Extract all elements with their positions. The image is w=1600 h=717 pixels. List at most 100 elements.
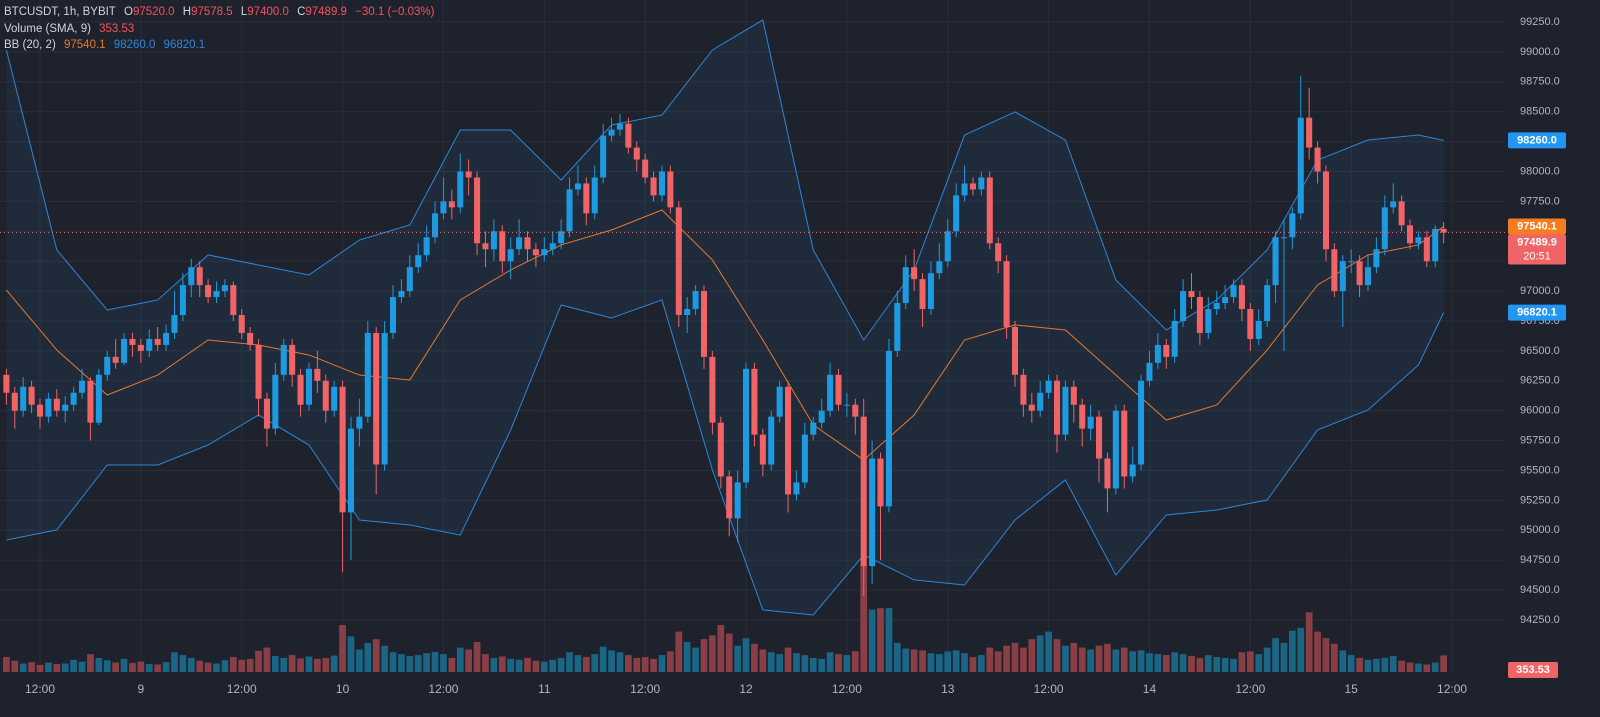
candle-body xyxy=(1415,237,1422,244)
candle-body xyxy=(734,482,741,519)
candle-body xyxy=(104,356,111,375)
volume-bar xyxy=(187,657,195,672)
volume-bar xyxy=(1213,656,1221,672)
volume-bar xyxy=(557,657,565,672)
volume-bar xyxy=(45,662,52,672)
candle-body xyxy=(524,237,531,250)
volume-bar xyxy=(1196,657,1204,672)
candle-body xyxy=(953,195,960,232)
volume-bar xyxy=(229,656,237,672)
candle-body xyxy=(1037,392,1044,411)
volume-bar xyxy=(129,663,136,672)
volume-bar xyxy=(120,658,128,672)
legend: BTCUSDT, 1h, BYBIT O97520.0 H97578.5 L97… xyxy=(4,4,439,54)
x-tick-label: 12:00 xyxy=(25,682,55,696)
volume-bar xyxy=(633,657,641,672)
y-tick-label: 94250.0 xyxy=(1520,614,1560,626)
price-label: 98260.0 xyxy=(1517,134,1557,146)
ohlc-key: O xyxy=(124,6,133,18)
candle-body xyxy=(793,482,800,495)
candle-body xyxy=(1373,249,1380,268)
candle-body xyxy=(490,231,497,250)
volume-bar xyxy=(490,657,498,672)
candle-body xyxy=(1432,228,1439,262)
candle-body xyxy=(230,285,237,316)
candle-body xyxy=(1045,380,1052,393)
volume-bar xyxy=(280,657,288,672)
volume-bar xyxy=(95,657,103,672)
candle-body xyxy=(507,249,514,262)
bb-lower-value: 96820.1 xyxy=(163,39,206,51)
bb-row: BB (20, 2) 97540.1 98260.0 96820.1 xyxy=(4,37,439,54)
volume-bar xyxy=(1406,662,1414,672)
candle-body xyxy=(331,386,338,411)
x-tick-label: 9 xyxy=(138,682,145,696)
volume-bar xyxy=(944,651,952,672)
candle-body xyxy=(1070,386,1077,405)
volume-bar xyxy=(288,655,296,672)
candle-body xyxy=(1255,320,1262,339)
volume-bar xyxy=(851,651,859,672)
candle-body xyxy=(558,231,565,244)
candle-body xyxy=(1196,297,1203,333)
candle-body xyxy=(154,338,161,345)
volume-bar xyxy=(725,633,733,672)
volume-bar xyxy=(347,636,355,672)
candle-body xyxy=(112,356,119,363)
volume-bar xyxy=(1272,638,1279,672)
volume-bar xyxy=(1389,656,1397,672)
candle-body xyxy=(1272,237,1279,286)
candle-body xyxy=(247,332,254,345)
volume-bar xyxy=(1120,647,1128,672)
volume-bar xyxy=(322,657,330,672)
volume-bar xyxy=(927,653,935,672)
volume-bar xyxy=(1263,647,1271,672)
candle-body xyxy=(1423,237,1430,262)
candle-body xyxy=(969,183,976,190)
candle-body xyxy=(347,428,355,513)
candle-body xyxy=(1331,249,1338,292)
x-tick-label: 12:00 xyxy=(1235,682,1265,696)
candle-body xyxy=(28,386,35,405)
volume-bar xyxy=(515,659,523,672)
volume-bar xyxy=(524,657,531,672)
countdown: 20:51 xyxy=(1523,250,1551,262)
volume-bar xyxy=(196,660,204,672)
price-label: 97489.9 xyxy=(1517,236,1557,248)
y-tick-label: 98500.0 xyxy=(1520,106,1560,118)
candle-body xyxy=(1112,410,1119,489)
volume-bar xyxy=(179,655,187,672)
volume-bar xyxy=(641,656,649,672)
band-fill xyxy=(6,19,1444,615)
volume-bar xyxy=(1112,649,1120,672)
volume-bar xyxy=(238,659,246,672)
volume-bar xyxy=(910,649,918,672)
candle-body xyxy=(339,386,346,513)
candle-body xyxy=(885,350,892,507)
y-tick-label: 94750.0 xyxy=(1520,554,1560,566)
volume-label: Volume (SMA, 9) xyxy=(4,22,91,35)
candle-body xyxy=(121,338,128,363)
volume-bar xyxy=(574,655,582,672)
volume-bar xyxy=(540,661,548,672)
x-tick-label: 12:00 xyxy=(227,682,257,696)
x-tick-label: 12:00 xyxy=(428,682,458,696)
volume-bar xyxy=(1154,654,1162,672)
volume-bar xyxy=(1230,658,1237,672)
candle-body xyxy=(465,171,472,178)
volume-bar xyxy=(1364,659,1372,672)
candle-body xyxy=(255,344,262,399)
volume-bar xyxy=(1204,655,1212,672)
volume-bar xyxy=(986,647,994,672)
candle-body xyxy=(263,398,270,429)
candle-body xyxy=(1146,362,1153,381)
volume-bar xyxy=(1003,645,1010,672)
x-tick-label: 15 xyxy=(1345,682,1359,696)
volume-bar xyxy=(776,654,784,672)
candle-body xyxy=(995,243,1002,262)
volume-bar xyxy=(793,653,800,672)
candle-body xyxy=(70,392,77,405)
volume-bar xyxy=(1129,651,1137,672)
volume-bar xyxy=(608,650,615,672)
y-tick-label: 99250.0 xyxy=(1520,16,1560,28)
